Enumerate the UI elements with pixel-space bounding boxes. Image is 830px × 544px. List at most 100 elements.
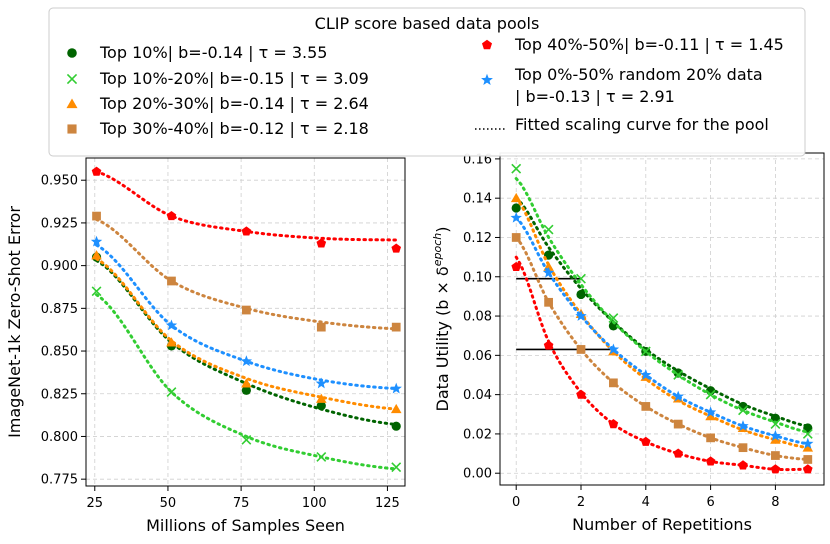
legend-title: CLIP score based data pools [315,14,540,33]
right-point-top10 [608,321,619,331]
legend-label-line: | b=-0.13 | τ = 2.91 [515,87,675,106]
legend-label: Top 40%-50%| b=-0.11 | τ = 1.45 [514,35,784,54]
left-x-axis-label: Millions of Samples Seen [146,516,345,535]
right-point-top30_40 [576,345,586,354]
legend-marker-top40_50 [481,39,493,50]
right-point-top30_40 [511,233,521,242]
right-xtick-label: 2 [577,495,585,510]
right-series-random [510,211,814,449]
right-series-top10 [511,196,813,433]
left-point-top20_30 [241,378,252,388]
right-xtick-label: 0 [512,495,520,510]
right-point-top10_20 [608,313,619,323]
left-ytick-label: 0.925 [41,216,78,231]
right-series-top10_20 [511,163,813,439]
left-series-top10_20 [91,286,402,473]
legend-entry-random: Top 0%-50% random 20% data | b=-0.13 | τ … [481,65,763,106]
right-point-top40_50 [576,389,586,399]
right-point-top40_50 [673,448,684,458]
legend-entry-fit: Fitted scaling curve for the pool [475,115,769,134]
right-point-random [607,343,620,355]
right-point-top40_50 [608,419,619,429]
right-point-top20_30 [510,192,522,203]
right-point-top10 [576,289,586,300]
left-series-random [90,235,402,394]
legend-marker-top10_20 [66,73,78,85]
right-point-top30_40 [609,378,618,388]
left-fit-curve-random [95,243,398,391]
left-point-random [390,382,402,394]
left-series-top40_50 [91,166,402,253]
right-ytick-label: 0.04 [463,388,492,403]
legend: CLIP score based data pools Top 10%| b=-0… [48,7,806,157]
right-point-top40_50 [770,464,781,474]
legend-label: Top 10%-20%| b=-0.15 | τ = 3.09 [99,69,369,88]
legend-label-line: Top 0%-50% random 20% data [514,65,763,84]
legend-marker-top10 [67,48,77,58]
right-point-top20_30 [705,410,716,421]
left-point-top10_20 [391,462,402,473]
right-point-top30_40 [771,451,780,460]
right-point-top40_50 [640,436,651,446]
left-ytick-label: 0.950 [41,174,78,189]
right-point-top30_40 [706,433,715,443]
right-ytick-label: 0.08 [463,310,492,325]
legend-entry-top10_20: Top 10%-20%| b=-0.15 | τ = 3.09 [66,69,369,88]
right-point-top10 [511,203,521,213]
left-ytick-label: 0.900 [41,259,78,274]
right-ytick-label: 0.10 [463,270,492,285]
right-point-top40_50 [802,464,813,474]
right-point-top40_50 [705,456,716,466]
right-xtick-label: 6 [706,495,714,510]
right-point-top10_20 [640,346,651,357]
right-point-top10_20 [576,273,586,284]
right-x-axis-label: Number of Repetitions [572,515,752,534]
right-point-top30_40 [544,297,553,307]
legend-label: Top 20%-30%| b=-0.14 | τ = 2.64 [99,94,369,113]
left-point-top10 [391,421,401,431]
right-fit-curve-top20_30 [514,196,810,450]
right-point-top30_40 [803,455,813,464]
left-point-top10_20 [316,452,327,462]
right-point-top30_40 [641,402,651,411]
left-series-top30_40 [92,211,401,332]
right-point-top40_50 [511,261,522,272]
right-point-top40_50 [738,460,748,470]
right-point-random [542,266,555,278]
legend-entry-top40_50: Top 40%-50%| b=-0.11 | τ = 1.45 [481,35,784,54]
left-xtick-label: 25 [87,496,104,511]
right-point-random [704,406,717,418]
left-point-top10 [316,401,326,411]
right-ytick-label: 0.00 [463,467,492,482]
right-point-random [769,429,782,441]
right-point-random [575,310,587,321]
left-ytick-label: 0.850 [41,345,78,360]
left-point-top10 [241,385,251,395]
right-point-top20_30 [802,442,814,452]
left-xtick-label: 75 [233,496,250,511]
right-point-top10 [770,413,781,423]
left-point-top20_30 [316,393,327,403]
legend-entry-top30_40: Top 30%-40%| b=-0.12 | τ = 2.18 [67,119,369,138]
right-point-top10_20 [511,163,522,174]
legend-box [48,7,806,157]
left-point-top30_40 [391,322,401,332]
right-point-random [640,369,652,380]
right-ytick-label: 0.14 [463,192,492,207]
left-point-random [90,235,103,247]
left-ytick-label: 0.875 [41,302,78,317]
left-point-top30_40 [92,211,101,221]
left-fit-curve-top30_40 [95,218,398,331]
right-point-top40_50 [543,340,554,350]
left-point-top10_20 [166,387,177,397]
right-ytick-label: 0.06 [463,349,492,364]
right-fit-curve-top10_20 [514,177,810,434]
left-ytick-label: 0.800 [41,430,78,445]
left-point-top40_50 [241,226,252,236]
left-point-top20_30 [91,250,102,260]
right-point-top20_30 [770,434,781,444]
legend-label: Top 10%| b=-0.14 | τ = 3.55 [99,43,327,62]
left-point-top10_20 [91,286,102,297]
left-point-top40_50 [316,238,327,248]
right-point-random [510,211,522,223]
